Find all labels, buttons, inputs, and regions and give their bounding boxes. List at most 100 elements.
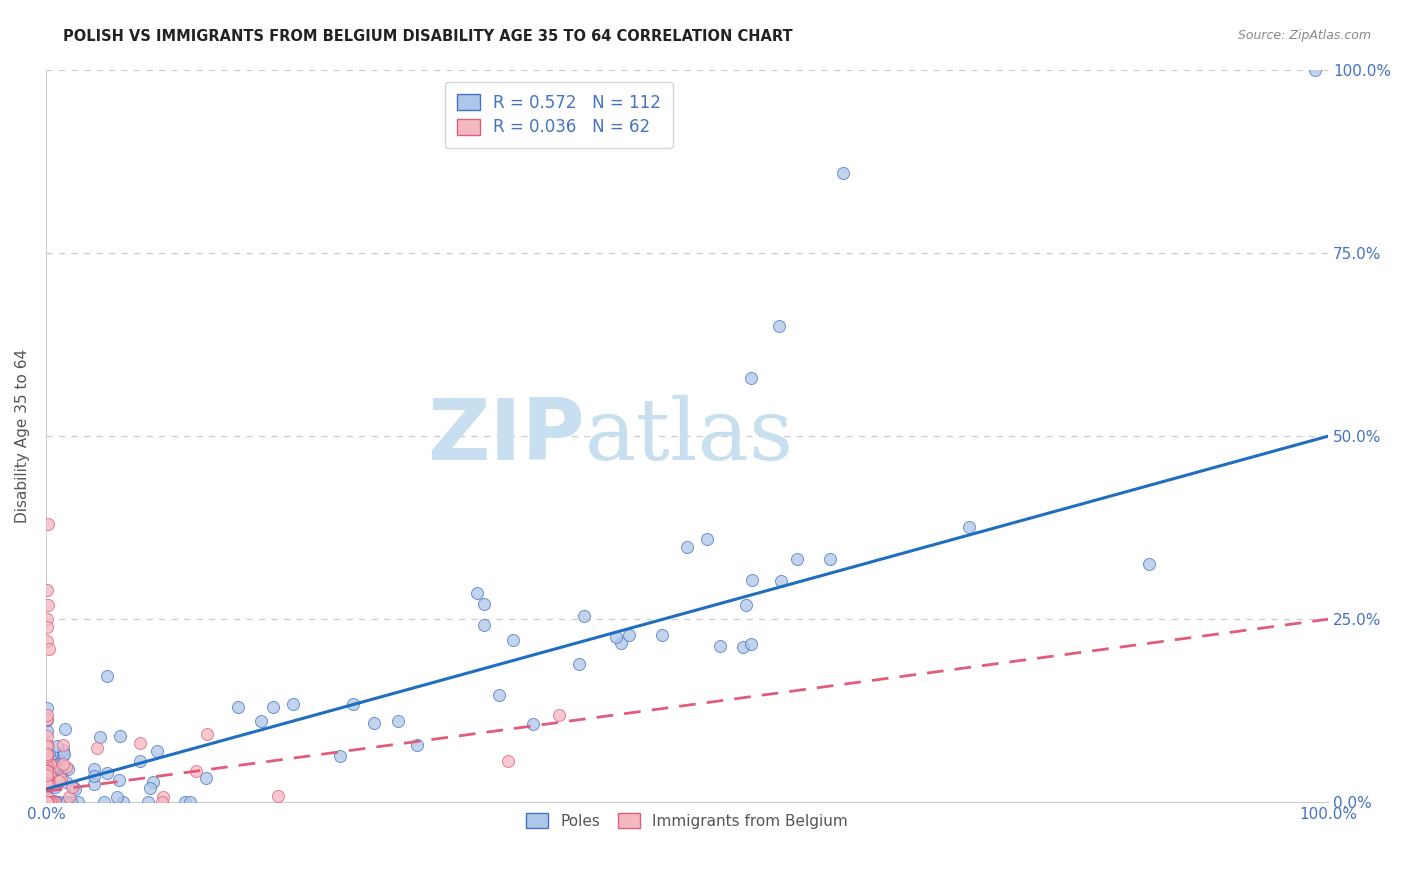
Point (37, 701, 59, 715)
Point (83, 769, 105, 783)
Point (194, 771, 217, 785)
Point (38, 795, 60, 809)
Point (111, 795, 134, 809)
Point (957, 519, 980, 533)
Point (37, 598, 59, 612)
Point (37, 795, 59, 809)
Point (472, 617, 495, 632)
Point (769, 574, 792, 589)
Point (46, 739, 69, 754)
Point (709, 639, 731, 653)
Point (37, 713, 59, 727)
Point (1305, 63, 1327, 78)
Point (38, 766, 60, 780)
Point (741, 574, 763, 588)
Point (37, 775, 59, 789)
Point (35, 768, 58, 782)
Point (49, 764, 72, 779)
Point (142, 775, 165, 789)
Point (35, 795, 58, 809)
Point (735, 598, 758, 612)
Point (52, 756, 75, 771)
Point (44, 758, 66, 772)
Point (55, 760, 77, 774)
Point (35, 795, 58, 809)
Point (53, 747, 76, 761)
Point (405, 738, 427, 752)
Point (610, 636, 633, 650)
Point (35, 712, 58, 726)
Point (46, 761, 69, 775)
Point (35, 708, 58, 723)
Point (52, 738, 75, 752)
Point (38, 795, 60, 809)
Point (37, 740, 59, 755)
Point (37, 795, 59, 809)
Point (818, 552, 841, 566)
Point (37, 795, 59, 809)
Point (44, 760, 66, 774)
Point (139, 781, 162, 796)
Point (44, 758, 66, 772)
Point (37, 795, 59, 809)
Point (56, 762, 79, 776)
Point (35, 737, 58, 751)
Point (42, 795, 65, 809)
Point (37, 516, 59, 531)
Point (35, 739, 58, 753)
Point (152, 789, 174, 804)
Point (37, 795, 59, 809)
Text: atlas: atlas (585, 394, 793, 478)
Point (38, 795, 60, 809)
Point (786, 552, 808, 566)
Point (96, 669, 118, 683)
Point (617, 628, 640, 642)
Point (37, 759, 59, 773)
Point (38, 641, 60, 656)
Text: POLISH VS IMMIGRANTS FROM BELGIUM DISABILITY AGE 35 TO 64 CORRELATION CHART: POLISH VS IMMIGRANTS FROM BELGIUM DISABI… (63, 29, 793, 44)
Point (41, 795, 63, 809)
Point (184, 764, 207, 779)
Point (37, 780, 59, 795)
Point (93, 795, 115, 809)
Point (496, 754, 519, 768)
Point (226, 699, 249, 714)
Point (38, 775, 60, 789)
Point (574, 609, 596, 624)
Point (129, 755, 152, 769)
Point (35, 777, 58, 791)
Point (676, 541, 699, 555)
Point (832, 165, 855, 179)
Point (35, 795, 58, 809)
Point (41, 755, 63, 769)
Point (44, 795, 66, 809)
Point (39, 795, 62, 809)
Point (44, 795, 66, 809)
Point (522, 717, 544, 731)
Point (49, 772, 72, 787)
Point (35, 795, 58, 809)
Point (363, 716, 385, 731)
Point (35, 764, 58, 778)
Point (768, 319, 790, 334)
Point (66, 795, 89, 809)
Point (195, 727, 218, 741)
Point (35, 790, 58, 805)
Legend: Poles, Immigrants from Belgium: Poles, Immigrants from Belgium (520, 807, 853, 835)
Point (37, 795, 59, 809)
Point (37, 795, 59, 809)
Point (108, 729, 131, 743)
Point (38, 746, 60, 760)
Point (740, 370, 762, 384)
Point (37, 795, 59, 809)
Point (53, 722, 76, 736)
Point (35, 795, 58, 809)
Point (41, 795, 63, 809)
Point (547, 708, 569, 723)
Point (55, 795, 77, 809)
Point (35, 795, 58, 809)
Point (35, 582, 58, 597)
Point (37, 780, 59, 795)
Point (488, 688, 510, 702)
Point (129, 737, 152, 751)
